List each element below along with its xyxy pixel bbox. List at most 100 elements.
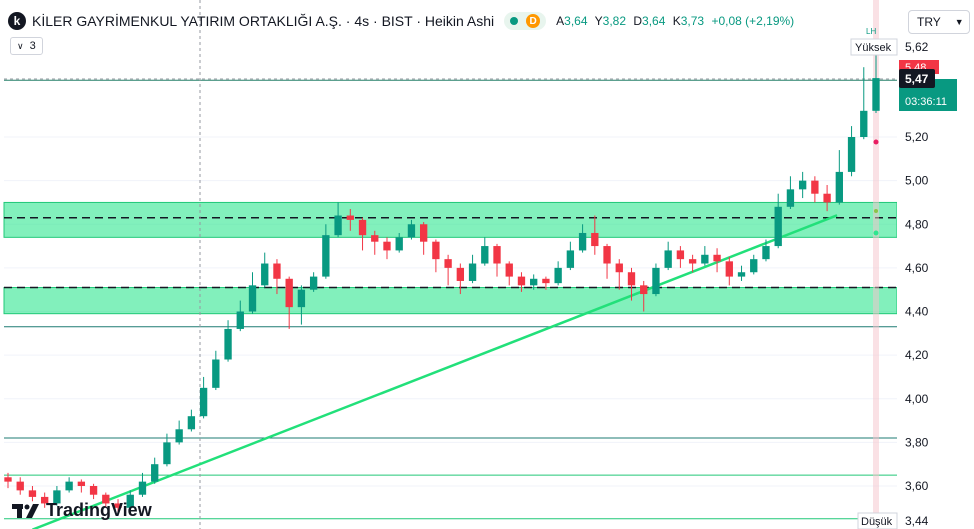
candle-body — [603, 246, 611, 264]
price-tick-label: 5,20 — [905, 130, 929, 144]
candle-body — [4, 477, 12, 482]
symbol-title[interactable]: KİLER GAYRİMENKUL YATIRIM ORTAKLIĞI A.Ş.… — [32, 13, 495, 29]
price-tick-label: 4,60 — [905, 261, 929, 275]
low-label: D — [633, 14, 643, 28]
candle-body — [212, 359, 220, 388]
candle-body — [798, 180, 807, 190]
candle-body — [346, 215, 354, 220]
low-value: 3,64 — [642, 14, 666, 28]
price-tick-label: 3,60 — [905, 479, 929, 493]
price-axis[interactable]: 5,20 5,00 4,80 4,60 4,40 4,20 4,00 3,80 3,60 Yüks… — [850, 0, 974, 529]
candle-body — [530, 278, 538, 286]
candle-body — [175, 429, 183, 443]
candle-body — [383, 241, 391, 251]
signal-dot-pink — [873, 139, 879, 145]
indicators-count: 3 — [29, 40, 36, 52]
candle-body — [676, 250, 685, 260]
candle-body — [28, 490, 37, 497]
candle-body — [835, 171, 843, 203]
symbol-header: k KİLER GAYRİMENKUL YATIRIM ORTAKLIĞI A.… — [8, 10, 794, 32]
candle-body — [236, 311, 244, 329]
candle-body — [102, 494, 110, 504]
watermark-text: TradingView — [46, 500, 152, 520]
lh-label: LH — [866, 27, 876, 36]
open-label: A — [556, 14, 565, 28]
currency-select[interactable]: TRY ▼ — [908, 10, 970, 34]
tradingview-watermark: TradingView — [12, 500, 152, 521]
tradingview-logo-icon — [12, 503, 39, 518]
candle-body — [16, 481, 24, 491]
candle-body — [860, 110, 868, 137]
zone-band — [3, 201, 898, 238]
high-value: 3,82 — [602, 14, 626, 28]
candle-body — [664, 250, 672, 268]
close-value: 3,73 — [680, 14, 705, 28]
low-label: Düşük — [861, 516, 893, 528]
signal-dot-lime — [874, 209, 878, 213]
market-open-dot-icon — [510, 17, 519, 25]
candle-body — [53, 490, 61, 504]
candle-body — [725, 261, 733, 277]
candle-body — [542, 278, 550, 284]
price-tick-label: 5,00 — [905, 174, 929, 188]
bar-countdown: 03:36:11 — [905, 96, 947, 108]
horizontal-levels — [4, 78, 897, 520]
candle-body — [432, 241, 440, 260]
candle-body — [309, 276, 318, 290]
price-tick-label: 4,00 — [905, 392, 929, 406]
indicators-toggle-button[interactable]: ∨ 3 — [10, 37, 43, 55]
candle-body — [322, 235, 330, 277]
candle-body — [505, 263, 513, 277]
candle-body — [566, 250, 575, 268]
candle-body — [407, 224, 416, 238]
candle-body — [774, 206, 782, 247]
candlestick-series — [4, 45, 880, 513]
candle-body — [419, 224, 428, 242]
price-tick-label: 4,40 — [905, 305, 929, 319]
candle-body — [847, 137, 856, 172]
candle-body — [89, 486, 98, 495]
candle-body — [41, 496, 49, 504]
candle-body — [114, 503, 122, 508]
candle-body — [762, 246, 770, 260]
price-tick-label: 4,80 — [905, 217, 929, 231]
status-indicators[interactable]: D — [504, 12, 547, 30]
candle-body — [786, 189, 795, 207]
current-price-label: 5,47 — [905, 72, 929, 86]
trendlines — [31, 214, 838, 529]
close-label: K — [672, 14, 681, 28]
candle-body — [248, 285, 257, 312]
candle-body — [627, 272, 636, 286]
candle-body — [273, 263, 281, 279]
trendline — [31, 214, 838, 529]
candle-body — [737, 272, 746, 277]
ohlc-values: A3,64 Y3,82 D3,64 K3,73 +0,08 (+2,19%) — [556, 14, 794, 28]
candle-body — [713, 254, 721, 262]
candle-body — [750, 259, 758, 273]
candle-body — [823, 193, 831, 203]
candle-body — [481, 246, 489, 264]
high-label-box — [850, 38, 898, 56]
signal-dot-green — [873, 230, 879, 236]
candle-body — [285, 278, 293, 308]
open-value: 3,64 — [564, 14, 588, 28]
candle-body — [358, 219, 367, 236]
crosshair-price-box — [899, 69, 935, 88]
company-logo-icon: k — [8, 12, 26, 30]
candle-body — [334, 215, 342, 236]
low-label-box — [857, 512, 898, 529]
price-tick-label: 3,80 — [905, 435, 929, 449]
candle-body — [811, 180, 819, 194]
candle-body — [652, 267, 660, 295]
candle-body — [297, 289, 306, 308]
candle-body — [444, 259, 452, 268]
zone-band — [3, 287, 898, 315]
candle-body — [65, 481, 73, 491]
chevron-down-icon: ▼ — [954, 17, 964, 27]
change-value: +0,08 (+2,19%) — [711, 14, 795, 28]
candle-body — [591, 232, 599, 247]
support-resistance-zones — [3, 201, 898, 315]
candle-body — [517, 276, 526, 286]
candle-body — [468, 263, 477, 281]
